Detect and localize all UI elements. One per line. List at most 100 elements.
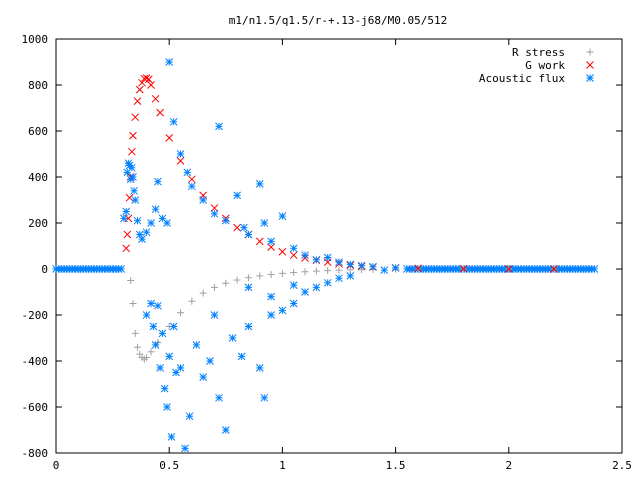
point-acoustic-flux [260,219,269,227]
x-tick-label: 1.5 [386,459,406,472]
point-acoustic-flux [301,288,309,296]
point-g-work [133,97,142,105]
y-tick-label: -600 [22,401,49,414]
point-acoustic-flux [199,196,208,204]
y-tick-label: 0 [41,263,48,276]
point-acoustic-flux [215,122,223,131]
x-tick-label: 2 [505,459,512,472]
point-acoustic-flux [129,173,137,181]
point-acoustic-flux [187,182,196,191]
point-r-stress [301,268,309,276]
point-r-stress [134,343,142,351]
point-acoustic-flux [147,299,155,308]
point-acoustic-flux [156,364,164,372]
point-acoustic-flux [323,253,332,262]
point-r-stress [324,267,332,275]
point-acoustic-flux [278,212,287,220]
point-acoustic-flux [165,58,174,66]
point-acoustic-flux [163,219,171,227]
legend-label: G work [525,59,565,72]
point-acoustic-flux [206,357,214,365]
point-acoustic-flux [130,186,138,195]
axes: 0 0.5 1 1.5 2 2.5 1000 800 600 400 200 0 -200 -400 -60… [22,33,632,472]
point-g-work [233,223,241,232]
point-r-stress [199,289,207,297]
x-tick-label: 0 [53,459,60,472]
point-acoustic-flux [131,196,140,204]
point-acoustic-flux [138,235,146,243]
point-acoustic-flux [267,237,275,246]
point-acoustic-flux [151,341,160,349]
point-acoustic-flux [335,258,343,266]
y-tick-label: 200 [28,217,48,230]
point-acoustic-flux [167,433,176,441]
point-g-work [504,265,513,273]
point-acoustic-flux [278,306,287,315]
y-tick-label: 800 [28,79,48,92]
point-r-stress [278,269,286,277]
point-acoustic-flux [165,352,174,361]
point-acoustic-flux [183,168,192,177]
point-acoustic-flux [233,191,241,200]
point-g-work [414,264,423,273]
point-acoustic-flux [267,311,275,319]
point-acoustic-flux [158,329,167,338]
point-acoustic-flux [369,262,377,271]
point-g-work [176,157,185,165]
point-g-work [278,247,287,256]
point-r-stress [335,266,343,274]
point-acoustic-flux [244,283,253,292]
point-acoustic-flux [289,299,298,308]
legend-label: R stress [512,46,565,59]
point-r-stress [312,267,320,275]
legend-marker [586,61,594,69]
point-acoustic-flux [185,412,194,421]
point-acoustic-flux [346,272,355,280]
point-acoustic-flux [335,274,343,283]
point-acoustic-flux [267,292,275,301]
point-acoustic-flux [160,384,169,393]
point-r-stress [210,283,218,291]
point-acoustic-flux [215,393,223,402]
point-r-stress [127,277,135,284]
point-g-work [550,265,558,273]
chart-title: m1/n1.5/q1.5/r-+.13-j68/M0.05/512 [229,14,448,27]
point-acoustic-flux [289,281,298,289]
point-r-stress [256,272,264,280]
point-r-stress [129,300,137,307]
point-g-work [144,75,153,84]
point-g-work [187,175,196,184]
point-acoustic-flux [169,117,178,126]
point-g-work [123,230,132,239]
point-g-work [165,134,174,142]
chart-marks [52,58,599,453]
point-acoustic-flux [127,163,136,172]
point-acoustic-flux [380,266,389,275]
point-acoustic-flux [346,260,355,269]
point-g-work [459,264,468,273]
y-tick-label: -800 [22,447,49,460]
point-acoustic-flux [391,263,400,272]
point-g-work [151,94,160,103]
point-acoustic-flux [590,265,599,273]
point-acoustic-flux [323,278,332,287]
point-acoustic-flux [133,216,142,225]
point-acoustic-flux [199,373,208,381]
point-r-stress [290,268,298,276]
point-r-stress [188,297,196,305]
point-g-work [135,85,144,94]
point-acoustic-flux [301,251,309,260]
point-acoustic-flux [221,426,230,434]
point-acoustic-flux [210,311,219,319]
point-acoustic-flux [176,150,185,158]
point-acoustic-flux [221,216,230,225]
point-acoustic-flux [210,209,219,218]
point-acoustic-flux [122,207,131,216]
point-r-stress [267,271,275,279]
point-acoustic-flux [142,311,151,319]
y-tick-label: -400 [22,355,49,368]
x-tick-label: 0.5 [159,459,179,472]
point-r-stress [131,329,139,337]
point-r-stress [143,354,151,362]
